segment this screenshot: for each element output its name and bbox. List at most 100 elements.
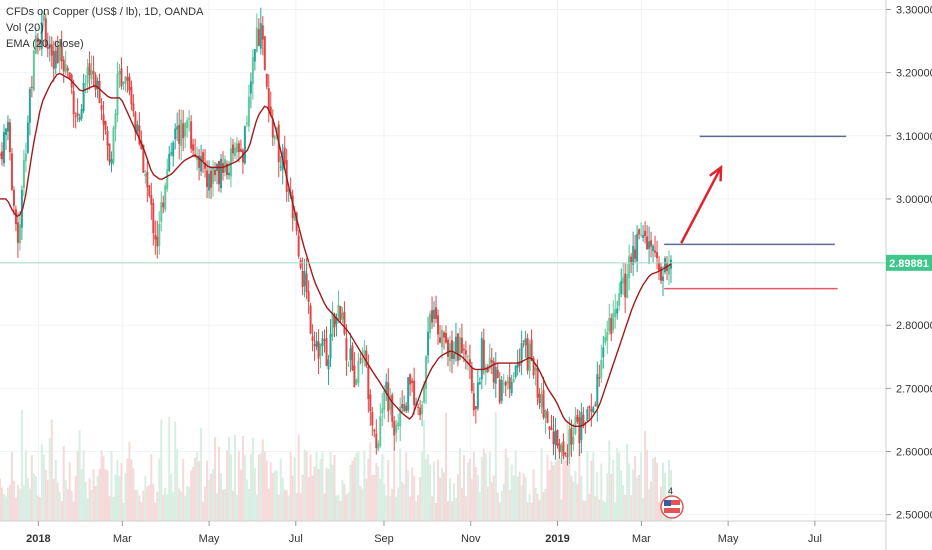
volume-bar — [150, 453, 153, 521]
volume-bar — [202, 501, 205, 521]
flag-label: 4 — [668, 486, 673, 496]
volume-bar — [52, 478, 55, 521]
arrow-shaft[interactable] — [680, 166, 723, 244]
candle-body — [616, 308, 619, 314]
price-tick-label: 3.20000 — [896, 68, 932, 80]
volume-bar — [231, 490, 234, 521]
candle-body — [433, 309, 436, 319]
candle-body — [441, 330, 444, 347]
volume-bar — [480, 456, 483, 521]
volume-bar — [247, 488, 250, 521]
candle-body — [345, 338, 348, 361]
volume-bar — [56, 482, 59, 521]
candle-body — [628, 255, 631, 279]
candle-body — [494, 367, 497, 384]
volume-bar — [383, 483, 386, 521]
candle-body — [80, 108, 83, 119]
volume-bar — [512, 475, 515, 521]
candle-body — [452, 353, 455, 360]
candle-body — [554, 430, 557, 446]
candle-body — [325, 338, 328, 366]
flag-icon[interactable] — [660, 495, 684, 519]
volume-bar — [628, 463, 631, 521]
volume-bar — [120, 462, 123, 521]
volume-bar — [536, 493, 539, 521]
candle-body — [355, 379, 358, 385]
volume-bar — [154, 502, 157, 521]
volume-bar — [540, 448, 543, 521]
volume-bar — [170, 473, 173, 521]
candle-body — [174, 128, 177, 140]
volume-bar — [474, 467, 477, 521]
volume-bar — [110, 451, 113, 521]
volume-bar — [148, 485, 151, 521]
volume-bar — [518, 471, 521, 521]
volume-bar — [257, 454, 260, 521]
candle-body — [450, 340, 453, 359]
volume-bar — [658, 502, 661, 521]
volume-bar — [470, 479, 473, 521]
volume-bar — [444, 412, 447, 521]
volume-bar — [295, 493, 298, 521]
volume-bar — [654, 456, 657, 521]
candle-body — [188, 118, 191, 120]
candle-body — [116, 73, 119, 115]
trend-drawings[interactable] — [664, 135, 847, 290]
candle-body — [243, 126, 246, 164]
candle-body — [512, 379, 515, 383]
candle-body — [524, 338, 527, 346]
volume-bar — [146, 486, 149, 521]
volume-bar — [16, 485, 19, 521]
volume-bar — [76, 450, 79, 521]
volume-bar — [331, 464, 334, 521]
volume-bar — [662, 462, 665, 521]
candle-body — [208, 173, 211, 191]
volume-bar — [494, 412, 497, 521]
volume-indicator-label[interactable]: Vol (20) — [6, 22, 44, 34]
volume-bar — [634, 456, 637, 521]
volume-bar — [14, 498, 17, 521]
candle-body — [190, 121, 193, 149]
volume-bar — [584, 500, 587, 521]
symbol-title[interactable]: CFDs on Copper (US$ / lb), 1D, OANDA — [6, 6, 204, 18]
candle-body — [596, 374, 599, 407]
volume-bar — [355, 452, 358, 521]
earnings-flag-marker[interactable]: 4 — [660, 486, 684, 519]
candle-body — [658, 262, 661, 271]
candle-body — [78, 117, 81, 121]
candle-body — [562, 441, 565, 456]
volume-bar — [550, 461, 553, 521]
candle-body — [446, 339, 449, 357]
candle-body — [540, 394, 543, 408]
volume-bar — [429, 464, 432, 521]
volume-bar — [389, 496, 392, 521]
candle-body — [0, 154, 1, 156]
arrow-up-icon[interactable] — [709, 164, 723, 182]
candle-body — [120, 68, 123, 87]
volume-bar — [401, 482, 404, 521]
volume-bar — [524, 477, 527, 521]
volume-bar — [293, 457, 296, 521]
candle-body — [204, 162, 207, 169]
volume-bar — [269, 462, 272, 521]
price-axis[interactable]: 3.30000 3.20000 3.10000 3.00000 2.80000 2.700… — [886, 4, 932, 522]
candle-body — [210, 170, 213, 188]
volume-bar — [313, 466, 316, 521]
candle-body — [140, 140, 143, 150]
candle-body — [632, 245, 635, 265]
ema-indicator-label[interactable]: EMA (20, close) — [6, 38, 84, 50]
candle-body — [429, 313, 432, 333]
candle-body — [319, 343, 322, 357]
volume-bar — [104, 469, 107, 521]
candle-body — [339, 306, 342, 320]
volume-bar — [0, 487, 3, 521]
volume-bar — [311, 475, 314, 521]
volume-bar — [464, 496, 467, 521]
time-axis[interactable]: 2018 Mar May Jul Sep Nov 2019 Mar May Jul — [26, 521, 822, 545]
volume-bar — [381, 454, 384, 521]
volume-bar — [646, 449, 649, 521]
candle-body — [166, 169, 169, 190]
volume-bar — [319, 459, 322, 521]
candle-body — [62, 59, 65, 72]
